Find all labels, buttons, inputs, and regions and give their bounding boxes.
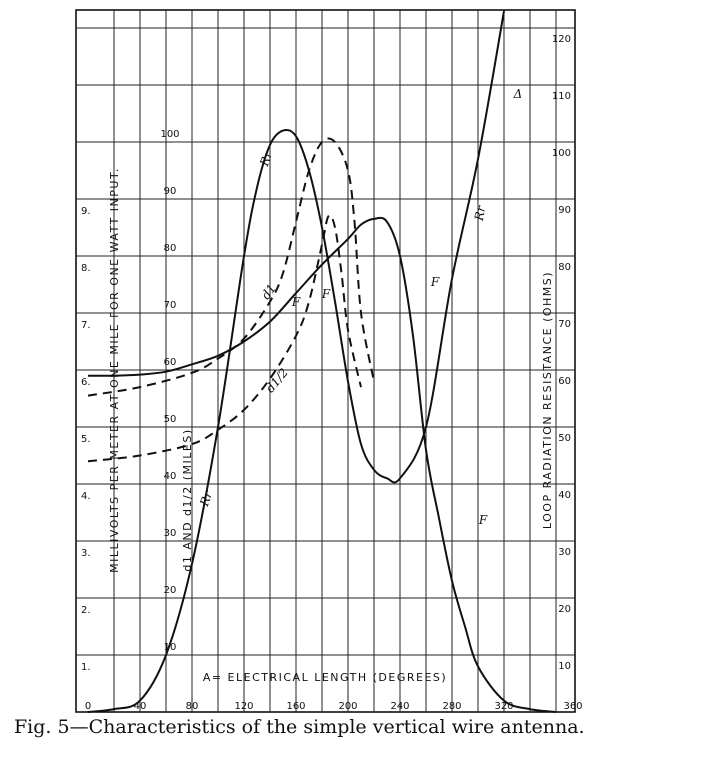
x-axis-title: A= ELECTRICAL LENGTH (DEGREES) [203, 671, 447, 684]
mid-axis-title: d1 AND d1/2 (MILES) [181, 428, 194, 571]
mid-tick-label: 60 [164, 357, 177, 368]
right-tick-label: 110 [552, 91, 571, 102]
x-tick-label: 280 [442, 701, 461, 712]
mid-tick-label: 30 [164, 528, 177, 539]
x-tick-label: 120 [234, 701, 253, 712]
chart: 0 40 80 120 160 200 240 280 320 360 1. 2. 3. 4. 5. 6. 7.… [75, 9, 583, 713]
series-label: Rr [257, 148, 276, 169]
right-tick-label: 30 [558, 547, 571, 558]
right-tick-label: 40 [558, 490, 571, 501]
series-line-Rr [87, 10, 505, 713]
left-tick-label: 6. [81, 377, 91, 388]
right-tick-label: 90 [558, 205, 571, 216]
left-axis-title: MILLIVOLTS PER METER AT ONE MILE FOR ONE… [108, 167, 121, 573]
chart-axis-labels: MILLIVOLTS PER METER AT ONE MILE FOR ONE… [108, 167, 554, 684]
mid-tick-label: 10 [164, 642, 177, 653]
plot-frame [75, 9, 576, 713]
series-line-F [87, 216, 557, 713]
x-tick-label: 240 [390, 701, 409, 712]
x-tick-label: 360 [563, 701, 582, 712]
chart-tick-labels: 0 40 80 120 160 200 240 280 320 360 1. 2. 3. 4. 5. 6. 7.… [81, 34, 583, 712]
mid-tick-label: 80 [164, 243, 177, 254]
right-tick-label: 80 [558, 262, 571, 273]
series-label: F [321, 287, 331, 301]
x-tick-label: 320 [494, 701, 513, 712]
right-tick-label: 70 [558, 319, 571, 330]
figure-caption-text: —Characteristics of the simple vertical … [69, 716, 585, 738]
right-tick-label: 100 [552, 148, 571, 159]
mid-tick-label: 70 [164, 300, 177, 311]
left-tick-label: 2. [81, 605, 91, 616]
mid-tick-label: 90 [164, 186, 177, 197]
left-tick-label: 8. [81, 263, 91, 274]
series-label: F [478, 513, 488, 527]
x-tick-label: 40 [134, 701, 147, 712]
right-tick-label: 50 [558, 433, 571, 444]
right-tick-label: 60 [558, 376, 571, 387]
series-label: F [430, 275, 440, 289]
right-tick-label: 20 [558, 604, 571, 615]
x-tick-label: 0 [85, 701, 91, 712]
x-tick-label: 160 [286, 701, 305, 712]
right-tick-label: 10 [558, 661, 571, 672]
series-label: Rr [472, 204, 489, 223]
series-line-d1-2 [87, 214, 362, 463]
series-label: d1 [259, 281, 279, 302]
mid-tick-label: 20 [164, 585, 177, 596]
series-label: Rr [197, 488, 216, 509]
right-tick-label: 120 [552, 34, 571, 45]
right-axis-title: LOOP RADIATION RESISTANCE (OHMS) [541, 271, 554, 529]
x-tick-label: 80 [186, 701, 199, 712]
left-tick-label: 3. [81, 548, 91, 559]
left-tick-label: 9. [81, 206, 91, 217]
figure-number: Fig. 5 [14, 716, 70, 738]
left-tick-label: 7. [81, 320, 91, 331]
left-tick-label: 5. [81, 434, 91, 445]
series-line-d1 [87, 137, 375, 397]
left-tick-label: 1. [81, 662, 91, 673]
mid-tick-label: 100 [160, 129, 179, 140]
chart-grid [75, 9, 576, 713]
mid-tick-label: 40 [164, 471, 177, 482]
mid-tick-label: 50 [164, 414, 177, 425]
series-label: F [291, 295, 301, 309]
series-label: Δ [513, 87, 523, 101]
x-tick-label: 200 [338, 701, 357, 712]
left-tick-label: 4. [81, 491, 91, 502]
figure-caption: Fig. 5—Characteristics of the simple ver… [14, 716, 694, 738]
